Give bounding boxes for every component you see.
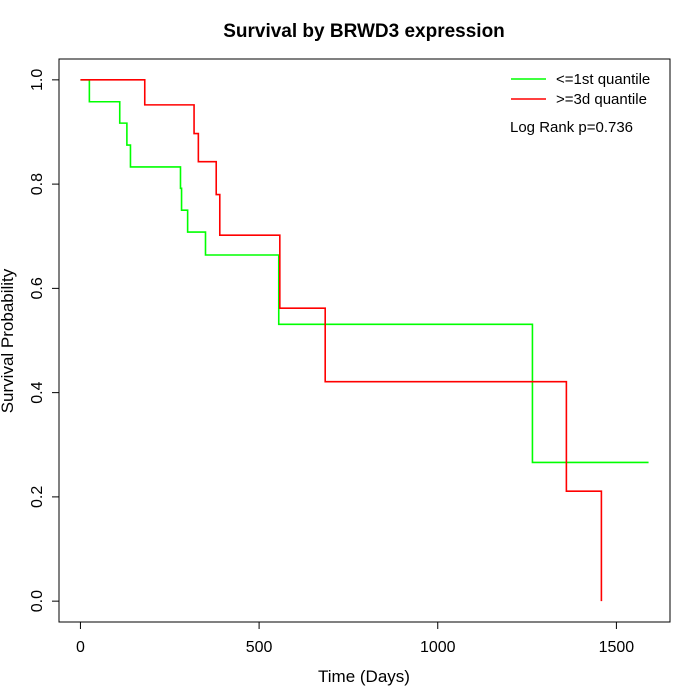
- plot-area-frame: [58, 58, 671, 623]
- y-tick-label: 0.6: [29, 277, 46, 299]
- y-tick-label: 0.4: [29, 381, 46, 403]
- x-axis: 0 500 1000 1500: [76, 621, 635, 656]
- y-tick-label: 1.0: [29, 69, 46, 91]
- legend: <=1st quantile >=3d quantile: [511, 71, 650, 108]
- legend-label-2: >=3d quantile: [556, 91, 647, 108]
- x-tick-label: 1500: [599, 639, 635, 656]
- chart-title: Survival by BRWD3 expression: [223, 21, 505, 42]
- series-line-1: [80, 79, 649, 464]
- x-tick-label: 1000: [420, 639, 456, 656]
- series-line-2: [80, 79, 603, 602]
- y-tick-label: 0.2: [29, 486, 46, 508]
- y-axis-label: Survival Probability: [0, 268, 17, 413]
- y-axis: 0.0 0.2 0.4 0.6 0.8 1.0: [29, 69, 60, 612]
- x-tick-label: 0: [76, 639, 85, 656]
- legend-label-1: <=1st quantile: [556, 71, 650, 88]
- series-layer: [80, 79, 649, 602]
- x-tick-label: 500: [246, 639, 273, 656]
- x-axis-label: Time (Days): [318, 667, 410, 686]
- y-tick-label: 0.8: [29, 173, 46, 195]
- log-rank-annotation: Log Rank p=0.736: [510, 119, 633, 136]
- y-tick-label: 0.0: [29, 590, 46, 612]
